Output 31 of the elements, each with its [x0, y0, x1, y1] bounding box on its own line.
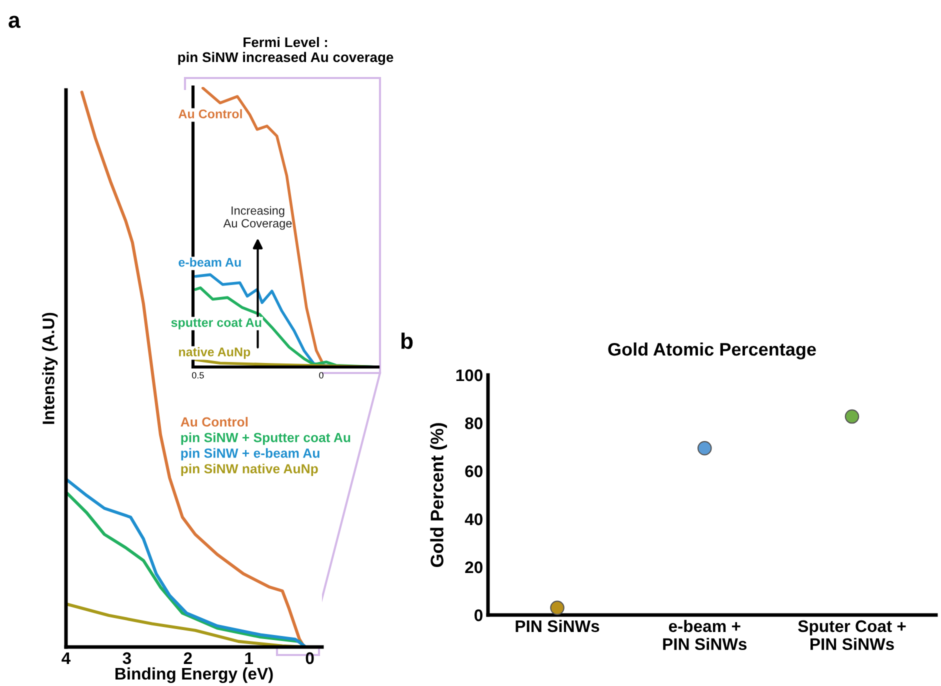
- series-label: Au Control: [178, 109, 242, 118]
- x-tick-label: 3: [122, 652, 131, 664]
- x-axis-title: Binding Energy (eV): [115, 667, 273, 684]
- y-tick-label: 60: [465, 465, 482, 478]
- text: pin SiNW + e-beam Au: [181, 448, 320, 460]
- text: pin SiNW native AuNp: [181, 464, 318, 476]
- x-tick-label: PIN SiNWs: [516, 620, 600, 632]
- chart-title: Fermi Level : pin SiNW increased Au coverage: [178, 36, 394, 65]
- x-tick-label: 0: [306, 652, 314, 664]
- text: pin SiNW + Sputter coat Au: [181, 432, 350, 445]
- y-tick-label: 20: [465, 561, 482, 574]
- y-tick-label: 0: [474, 609, 482, 622]
- y-tick-label: 80: [465, 417, 482, 430]
- series-label: native AuNp: [179, 347, 250, 359]
- text: b: [401, 332, 413, 349]
- series-label: Au Control: [180, 416, 248, 427]
- y-tick-label: 40: [464, 513, 482, 526]
- y-axis-title: Intensity (A.U): [42, 312, 58, 424]
- x-tick-label: 1: [245, 652, 254, 664]
- x-tick-label: 0.5: [192, 372, 204, 378]
- series-label: e-beam Au: [178, 258, 241, 267]
- x-tick-label: e-beam + PIN SiNWs: [663, 620, 747, 650]
- chart-title: Gold Atomic Percentage: [608, 342, 816, 360]
- annotation: Increasing Au Coverage: [223, 206, 292, 230]
- y-axis-title: Gold Percent (%): [430, 423, 447, 567]
- text: a: [8, 16, 20, 28]
- series-label: sputter coat Au: [171, 318, 262, 330]
- x-tick-label: 2: [184, 652, 192, 664]
- y-tick-label: 100: [456, 369, 482, 382]
- x-tick-label: 4: [62, 652, 71, 664]
- x-tick-label: Sputer Coat + PIN SiNWs: [798, 620, 906, 650]
